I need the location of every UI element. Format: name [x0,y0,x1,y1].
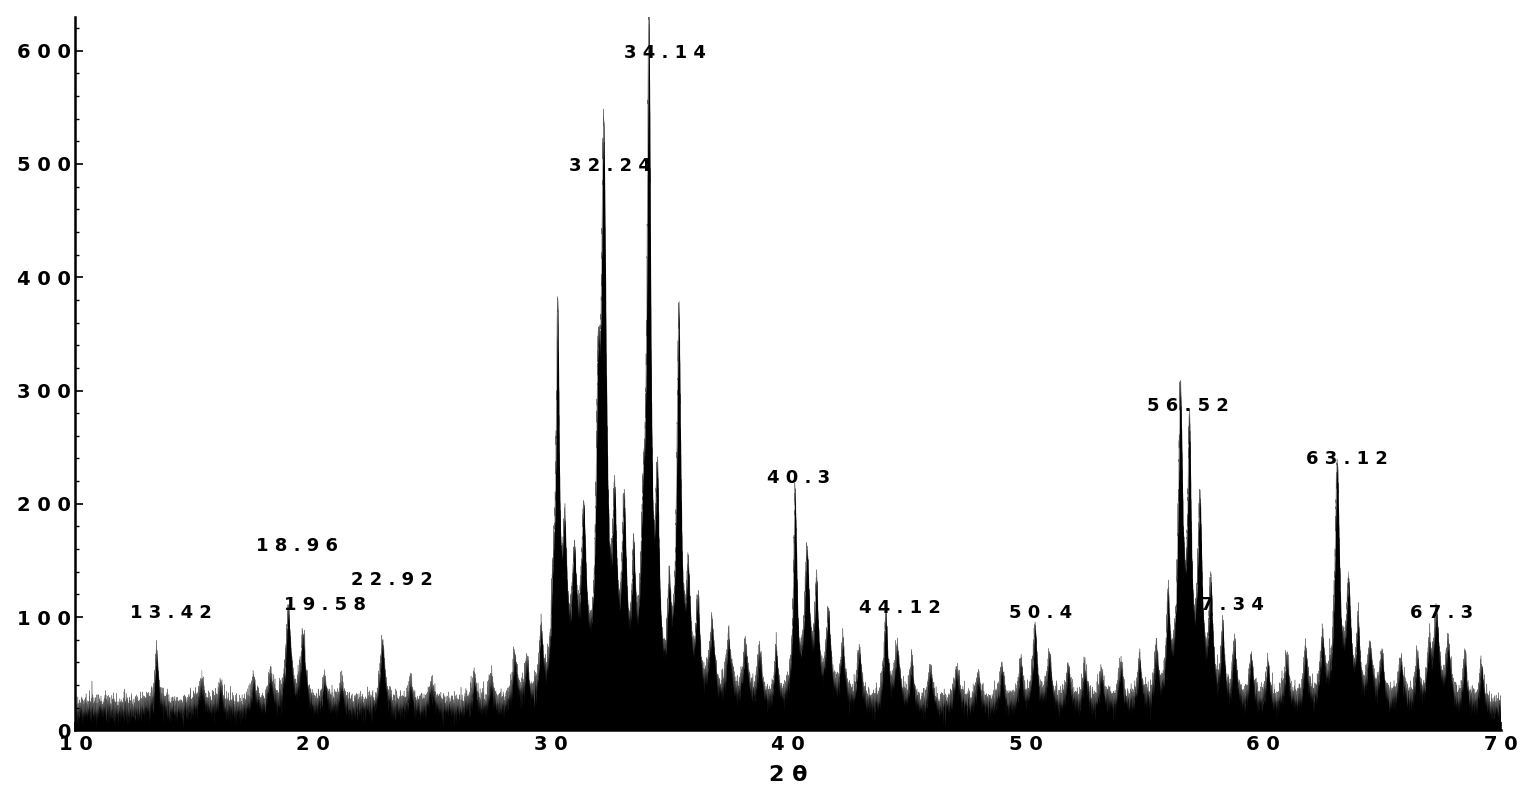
Text: 5 7 . 3 4: 5 7 . 3 4 [1183,596,1264,614]
Text: 6 3 . 1 2: 6 3 . 1 2 [1305,450,1388,468]
Text: 1 8 . 9 6: 1 8 . 9 6 [256,537,337,555]
Text: 3 2 . 2 4: 3 2 . 2 4 [569,157,652,176]
X-axis label: 2 θ: 2 θ [769,765,807,785]
Text: 4 4 . 1 2: 4 4 . 1 2 [859,599,940,617]
Text: 6 7 . 3: 6 7 . 3 [1410,604,1473,622]
Text: 5 0 . 4: 5 0 . 4 [1009,604,1072,622]
Text: 1 3 . 4 2: 1 3 . 4 2 [130,604,212,622]
Text: 1 9 . 5 8: 1 9 . 5 8 [284,596,367,614]
Text: 5 6 . 5 2: 5 6 . 5 2 [1146,398,1229,415]
Text: 4 0 . 3: 4 0 . 3 [767,469,830,487]
Text: 2 2 . 9 2: 2 2 . 9 2 [351,571,433,589]
Text: 3 4 . 1 4: 3 4 . 1 4 [624,44,706,62]
